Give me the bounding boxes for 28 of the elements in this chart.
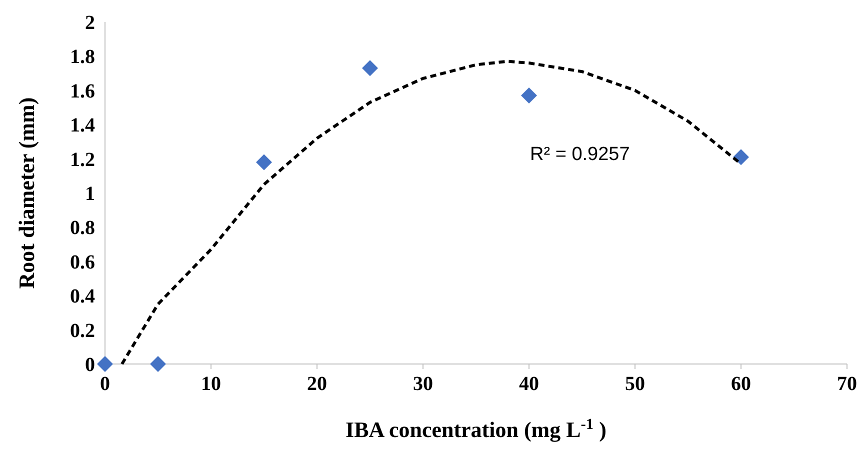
point [97, 356, 113, 372]
y-tick-label: 1.6 [70, 80, 95, 102]
x-tick-label: 60 [731, 373, 751, 395]
x-axis-title: IBA concentration (mg L$^{-1}$ ) [346, 416, 606, 442]
y-tick-label: 1.2 [70, 148, 95, 171]
y-tick-label: 0.8 [70, 217, 95, 240]
point [733, 149, 749, 166]
x-tick-label: 50 [625, 373, 645, 395]
point [521, 88, 537, 104]
x-tick-label: 0 [100, 373, 110, 395]
x-tick-label: 40 [519, 373, 539, 395]
y-axis-title: Root diameter (mm) [14, 97, 39, 289]
x-tick-label: 10 [201, 373, 221, 395]
x-tick-label: 70 [837, 373, 857, 395]
y-tick-label: 0.6 [70, 251, 95, 274]
y-tick-label: 0.4 [70, 286, 95, 308]
y-tick-label: 0.2 [70, 320, 95, 342]
point [150, 356, 166, 372]
y-tick-label: 2 [85, 12, 95, 34]
annotation: R² = 0.9257 [530, 144, 630, 165]
x-tick-label: 30 [413, 373, 433, 395]
y-tick-label: 1.8 [70, 46, 95, 68]
point [256, 154, 272, 170]
x-tick-label: 20 [307, 373, 327, 395]
y-tick-label: 0 [85, 354, 95, 376]
y-tick-label: 1 [85, 183, 95, 205]
y-tick-label: 1.4 [70, 114, 95, 137]
point [362, 60, 378, 76]
